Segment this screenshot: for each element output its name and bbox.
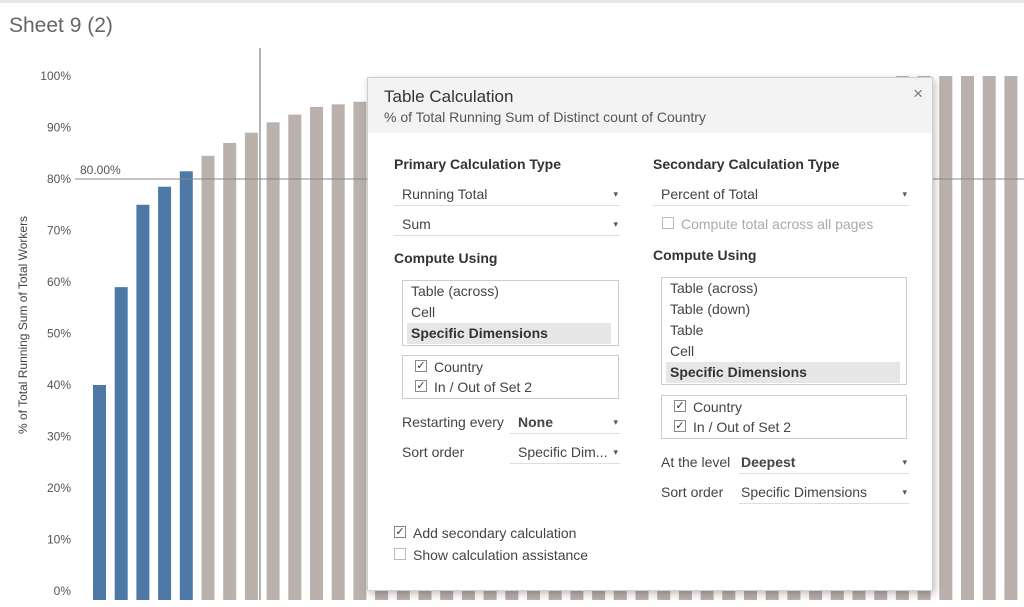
secondary-calc-heading: Secondary Calculation Type [653,156,840,172]
checkbox-label: Show calculation assistance [413,547,589,563]
primary-compute-list[interactable]: Table (across) Cell Specific Dimensions [402,280,619,346]
bar[interactable] [266,122,280,600]
bar[interactable] [114,287,128,600]
bar[interactable] [288,114,302,600]
bar[interactable] [353,101,367,600]
y-tick-label: 0% [54,584,72,598]
bar[interactable] [136,204,150,600]
checkbox-label: Compute total across all pages [681,216,874,232]
bar[interactable] [158,186,172,600]
bar[interactable] [961,76,974,600]
primary-compute-option[interactable]: Table (across) [411,283,499,299]
chevron-down-icon: ▾ [902,189,907,199]
secondary-type-dropdown[interactable]: Percent of Total ▾ [653,182,909,206]
primary-compute-option-selected[interactable]: Specific Dimensions [407,323,611,344]
restarting-label: Restarting every [402,414,504,430]
secondary-type-value: Percent of Total [661,186,759,202]
checkbox-label: In / Out of Set 2 [693,419,792,435]
bar[interactable] [93,385,106,600]
bar[interactable] [310,106,323,601]
chevron-down-icon: ▾ [902,457,907,467]
bar[interactable] [244,132,258,600]
sheet-title: Sheet 9 (2) [9,14,113,37]
bar[interactable] [201,155,215,600]
aggregation-value: Sum [402,216,431,232]
primary-type-dropdown[interactable]: Running Total ▾ [394,182,620,206]
table-calculation-dialog: Table Calculation % of Total Running Sum… [367,77,933,591]
checkbox[interactable]: ✓ [415,360,427,372]
checkbox[interactable]: ✓ [674,420,686,432]
dialog-subtitle: % of Total Running Sum of Distinct count… [384,109,706,125]
aggregation-dropdown[interactable]: Sum ▾ [394,212,620,236]
bar[interactable] [223,142,237,600]
primary-compute-heading: Compute Using [394,250,498,266]
secondary-dimensions-list: ✓ Country ✓ In / Out of Set 2 [661,395,907,439]
close-icon[interactable]: × [913,84,923,103]
chevron-down-icon: ▾ [902,487,907,497]
y-tick-label: 80% [47,172,71,186]
checkbox[interactable]: ✓ [674,400,686,412]
y-tick-label: 70% [47,224,71,238]
secondary-sort-value: Specific Dimensions [741,484,868,500]
checkbox-label: Country [434,359,484,375]
secondary-compute-option[interactable]: Cell [670,343,695,359]
bar[interactable] [331,104,345,600]
bar[interactable] [1004,76,1018,600]
bar[interactable] [939,76,953,600]
chevron-down-icon: ▾ [613,189,618,199]
checkbox[interactable] [394,548,406,560]
primary-compute-option[interactable]: Cell [411,304,436,320]
primary-type-value: Running Total [402,186,488,202]
secondary-compute-option[interactable]: Table (down) [670,301,751,317]
chevron-down-icon: ▾ [613,417,618,427]
y-tick-label: 50% [47,327,71,341]
primary-calc-heading: Primary Calculation Type [394,156,562,172]
level-label: At the level [661,454,731,470]
y-tick-label: 10% [47,533,71,547]
secondary-sort-dropdown[interactable]: Specific Dimensions ▾ [739,480,909,504]
primary-sort-label: Sort order [402,444,465,460]
bar[interactable] [982,76,996,600]
checkbox[interactable]: ✓ [415,380,427,392]
secondary-compute-list[interactable]: Table (across) Table (down) Table Cell S… [661,277,907,385]
y-tick-label: 90% [47,121,71,135]
bar[interactable] [179,171,193,600]
restarting-value: None [518,414,553,430]
level-value: Deepest [741,454,796,470]
top-border [0,0,1024,3]
chevron-down-icon: ▾ [613,219,618,229]
y-tick-label: 20% [47,481,71,495]
reference-line-label: 80.00% [80,163,121,177]
secondary-sort-label: Sort order [661,484,724,500]
secondary-compute-option[interactable]: Table [670,322,704,338]
primary-sort-dropdown[interactable]: Specific Dim... ▾ [510,440,620,464]
checkbox-label: In / Out of Set 2 [434,379,533,395]
checkbox[interactable] [662,217,674,229]
checkbox[interactable]: ✓ [394,526,406,538]
y-tick-label: 30% [47,430,71,444]
y-tick-label: 40% [47,378,71,392]
level-dropdown[interactable]: Deepest ▾ [739,450,909,474]
primary-dimensions-list: ✓ Country ✓ In / Out of Set 2 [402,355,619,399]
checkbox-label: Country [693,399,743,415]
restarting-dropdown[interactable]: None ▾ [510,410,620,434]
primary-sort-value: Specific Dim... [518,444,608,460]
secondary-compute-option-selected[interactable]: Specific Dimensions [666,362,900,383]
dialog-title: Table Calculation [384,87,514,106]
y-tick-label: 60% [47,275,71,289]
y-tick-label: 100% [40,69,71,83]
dialog-header: Table Calculation % of Total Running Sum… [368,78,932,133]
secondary-compute-heading: Compute Using [653,247,757,263]
checkbox-label: Add secondary calculation [413,525,577,541]
y-axis-label: % of Total Running Sum of Total Workers [16,216,30,434]
secondary-compute-option[interactable]: Table (across) [670,280,758,296]
chevron-down-icon: ▾ [613,447,618,457]
